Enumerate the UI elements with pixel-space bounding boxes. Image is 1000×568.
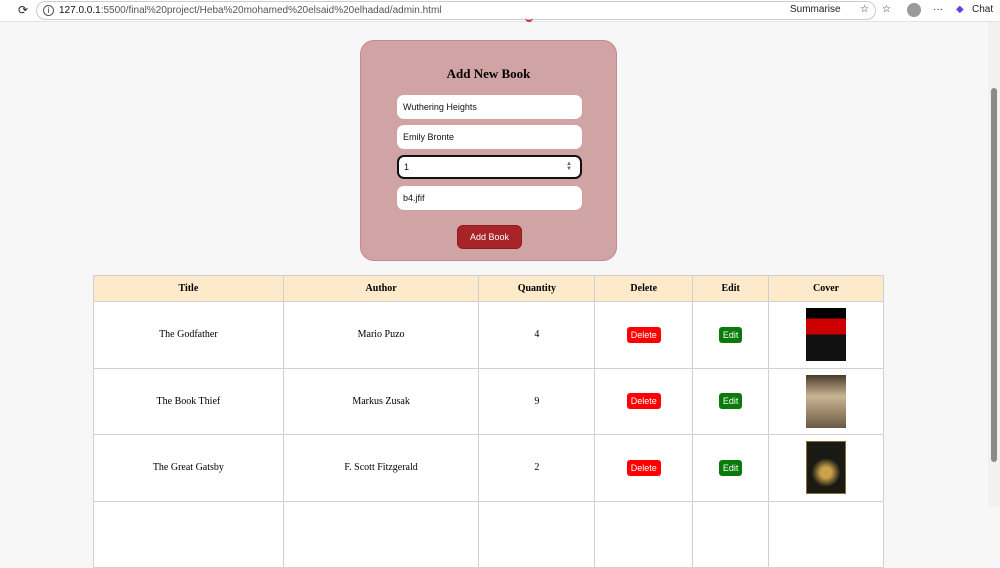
more-icon[interactable]: ··· (933, 4, 943, 15)
browser-toolbar: ⟳ i 127.0.0.1:5500/final%20project/Heba%… (0, 0, 1000, 22)
book-title: The Book Thief (93, 367, 284, 435)
header-delete: Delete (594, 275, 694, 302)
book-author: F. Scott Fitzgerald (282, 434, 480, 502)
add-book-form: Add New Book Wuthering Heights Emily Bro… (360, 40, 617, 261)
header-cover: Cover (768, 275, 884, 302)
scrollbar[interactable] (988, 22, 1000, 507)
header-author: Author (282, 275, 480, 302)
copilot-icon[interactable]: ◆ (956, 4, 964, 15)
scrollbar-thumb[interactable] (991, 88, 997, 462)
info-icon[interactable]: i (43, 5, 54, 16)
delete-button[interactable]: Delete (626, 393, 661, 410)
cover-image (806, 374, 847, 428)
book-quantity: 9 (478, 367, 596, 435)
edit-button[interactable]: Edit (718, 326, 743, 343)
reload-icon[interactable]: ⟳ (18, 3, 29, 17)
favorites-icon[interactable]: ☆ (882, 4, 891, 15)
url-path: :5500/final%20project/Heba%20mohamed%20e… (100, 5, 442, 16)
cover-input[interactable]: b4.jfif (397, 186, 582, 210)
quantity-value: 1 (404, 162, 410, 172)
header-edit: Edit (692, 275, 770, 302)
table-row-partial (93, 500, 884, 568)
edit-button[interactable]: Edit (718, 393, 743, 410)
heading-fragment (525, 18, 533, 22)
book-title: The Great Gatsby (93, 434, 284, 502)
cover-image (806, 308, 847, 362)
books-table: Title Author Quantity Delete Edit Cover … (93, 275, 884, 568)
book-author: Mario Puzo (282, 301, 480, 369)
book-author: Markus Zusak (282, 367, 480, 435)
book-title: The Godfather (93, 301, 284, 369)
address-bar[interactable]: i 127.0.0.1:5500/final%20project/Heba%20… (36, 1, 876, 20)
url-host: 127.0.0.1 (59, 5, 101, 16)
delete-button[interactable]: Delete (626, 459, 661, 476)
spinner-icon[interactable]: ▲ ▼ (566, 161, 572, 172)
chat-button[interactable]: Chat (972, 4, 994, 15)
book-quantity: 2 (478, 434, 596, 502)
title-input[interactable]: Wuthering Heights (397, 95, 582, 119)
table-row: The Great Gatsby F. Scott Fitzgerald 2 D… (93, 434, 884, 502)
header-quantity: Quantity (478, 275, 596, 302)
profile-avatar[interactable] (907, 3, 921, 17)
delete-button[interactable]: Delete (626, 326, 661, 343)
cover-image (806, 441, 847, 495)
table-row: The Godfather Mario Puzo 4 Delete Edit (93, 301, 884, 369)
table-row: The Book Thief Markus Zusak 9 Delete Edi… (93, 367, 884, 435)
header-title: Title (93, 275, 284, 302)
edit-button[interactable]: Edit (718, 459, 743, 476)
table-header: Title Author Quantity Delete Edit Cover (93, 275, 884, 302)
book-quantity: 4 (478, 301, 596, 369)
quantity-input[interactable]: 1 ▲ ▼ (397, 155, 582, 179)
summarise-button[interactable]: Summarise (790, 4, 841, 15)
favorite-star-icon[interactable]: ☆ (860, 4, 869, 15)
form-title: Add New Book (446, 66, 531, 81)
author-input[interactable]: Emily Bronte (397, 125, 582, 149)
add-book-button[interactable]: Add Book (457, 225, 522, 249)
